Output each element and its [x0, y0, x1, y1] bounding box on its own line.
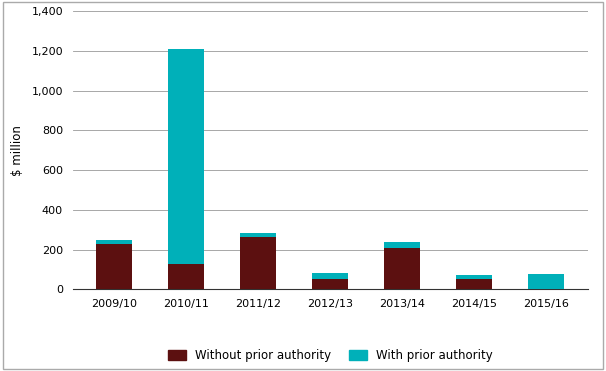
- Bar: [240, 233, 276, 237]
- Bar: [384, 248, 421, 289]
- Bar: [312, 279, 348, 289]
- Bar: [96, 244, 132, 289]
- Bar: [168, 49, 204, 263]
- Y-axis label: $ million: $ million: [12, 125, 24, 176]
- Bar: [240, 237, 276, 289]
- Bar: [384, 242, 421, 248]
- Bar: [456, 275, 492, 279]
- Bar: [168, 263, 204, 289]
- Bar: [312, 273, 348, 279]
- Bar: [456, 279, 492, 289]
- Bar: [528, 274, 564, 289]
- Legend: Without prior authority, With prior authority: Without prior authority, With prior auth…: [163, 345, 498, 367]
- Bar: [96, 240, 132, 244]
